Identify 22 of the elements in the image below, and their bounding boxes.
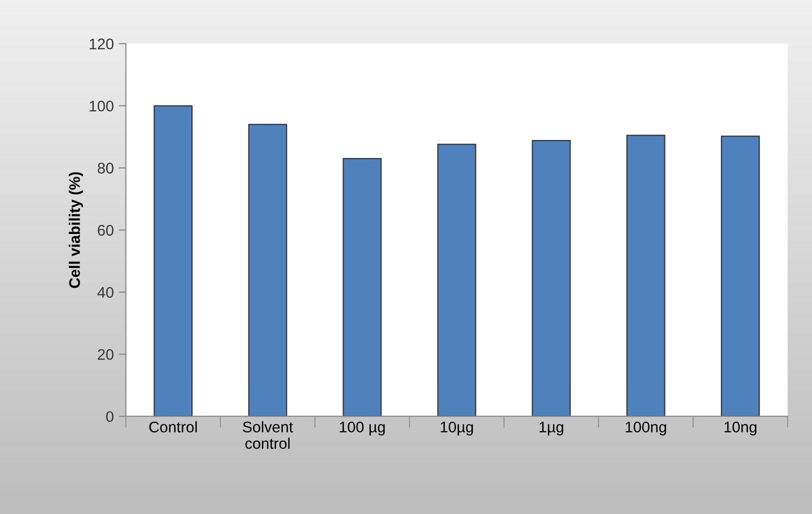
y-tick-label: 80 [98,162,114,174]
y-tick-label: 20 [98,349,114,360]
y-axis-title: Cell viability (%) [68,172,84,288]
bar [532,140,571,416]
x-tick-label: 10µg [440,422,473,436]
x-tick-label: 1µg [540,422,564,436]
x-tick-label: 100 µg [340,422,385,436]
y-tick-label: 40 [97,286,114,298]
bar [437,144,476,416]
y-tick-label: 60 [98,224,114,236]
bar [154,105,193,416]
y-tick-label: 0 [106,411,114,422]
bar [720,136,760,416]
x-tick-label: Solvent control [242,421,294,449]
y-tick-label: 100 [90,100,114,112]
bar [248,124,288,416]
y-tick-label: 120 [90,38,114,50]
bar [626,134,666,416]
x-tick-label: 10ng [724,422,756,436]
bar [342,158,382,416]
x-tick-label: 100ng [626,422,666,436]
x-tick-label: Control [149,421,197,432]
